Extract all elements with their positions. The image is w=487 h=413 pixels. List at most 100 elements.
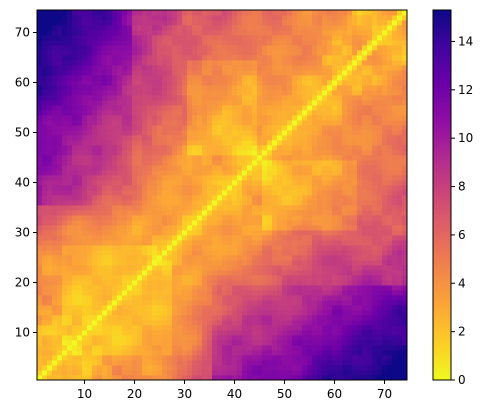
heatmap-cell <box>257 215 263 221</box>
heatmap-cell <box>82 155 88 161</box>
heatmap-cell <box>257 140 263 146</box>
heatmap-cell <box>202 55 208 61</box>
heatmap-cell <box>152 90 158 96</box>
heatmap-cell <box>232 95 238 101</box>
heatmap-cell <box>127 325 133 331</box>
heatmap-cell <box>37 10 43 16</box>
heatmap-cell <box>317 120 323 126</box>
heatmap-cell <box>127 135 133 141</box>
heatmap-cell <box>202 195 208 201</box>
heatmap-cell <box>82 15 88 21</box>
heatmap-cell <box>282 140 288 146</box>
heatmap-cell <box>332 50 338 56</box>
heatmap-cell <box>77 220 83 226</box>
heatmap-cell <box>77 170 83 176</box>
heatmap-cell <box>307 370 313 376</box>
heatmap-cell <box>82 205 88 211</box>
heatmap-cell <box>87 230 93 236</box>
heatmap-cell <box>127 160 133 166</box>
heatmap-cell <box>177 155 183 161</box>
heatmap-cell <box>312 190 318 196</box>
heatmap-cell <box>127 50 133 56</box>
heatmap-cell <box>147 355 153 361</box>
heatmap-cell <box>287 45 293 51</box>
heatmap-cell <box>312 125 318 131</box>
heatmap-cell <box>77 255 83 261</box>
heatmap-cell <box>177 160 183 166</box>
heatmap-cell <box>367 45 373 51</box>
heatmap-cell <box>297 350 303 356</box>
heatmap-cell <box>47 255 53 261</box>
heatmap-cell <box>87 270 93 276</box>
heatmap-cell <box>292 95 298 101</box>
heatmap-cell <box>112 15 118 21</box>
heatmap-cell <box>272 355 278 361</box>
heatmap-cell <box>107 90 113 96</box>
heatmap-cell <box>67 140 73 146</box>
heatmap-cell <box>197 65 203 71</box>
heatmap-cell <box>237 330 243 336</box>
heatmap-cell <box>167 135 173 141</box>
heatmap-cell <box>207 180 213 186</box>
heatmap-cell <box>117 205 123 211</box>
heatmap-cell <box>182 55 188 61</box>
heatmap-cell <box>332 150 338 156</box>
heatmap-cell <box>287 65 293 71</box>
heatmap-cell <box>37 280 43 286</box>
heatmap-cell <box>112 135 118 141</box>
heatmap-cell <box>147 65 153 71</box>
heatmap-cell <box>182 90 188 96</box>
heatmap-cell <box>347 360 353 366</box>
heatmap-cell <box>272 245 278 251</box>
heatmap-cell <box>137 225 143 231</box>
heatmap-cell <box>177 40 183 46</box>
heatmap-cell <box>332 185 338 191</box>
heatmap-cell <box>242 165 248 171</box>
heatmap-cell <box>147 280 153 286</box>
heatmap-cell <box>362 320 368 326</box>
heatmap-cell <box>67 180 73 186</box>
heatmap-cell <box>62 120 68 126</box>
heatmap-cell <box>277 310 283 316</box>
heatmap-cell <box>332 375 338 381</box>
heatmap-cell <box>192 75 198 81</box>
heatmap-cell <box>347 70 353 76</box>
heatmap-cell <box>57 135 63 141</box>
heatmap-cell <box>152 270 158 276</box>
heatmap-cell <box>337 120 343 126</box>
heatmap-cell <box>127 245 133 251</box>
heatmap-cell <box>192 345 198 351</box>
heatmap-cell <box>282 350 288 356</box>
heatmap-cell <box>227 155 233 161</box>
heatmap-cell <box>257 335 263 341</box>
heatmap-cell <box>272 35 278 41</box>
heatmap-cell <box>107 250 113 256</box>
heatmap-cell <box>357 235 363 241</box>
heatmap-cell <box>122 185 128 191</box>
heatmap-cell <box>152 370 158 376</box>
heatmap-cell <box>322 75 328 81</box>
heatmap-cell <box>317 100 323 106</box>
heatmap-cell <box>92 230 98 236</box>
heatmap-cell <box>187 320 193 326</box>
heatmap-cell <box>37 355 43 361</box>
heatmap-cell <box>357 345 363 351</box>
heatmap-cell <box>207 125 213 131</box>
heatmap-cell <box>162 165 168 171</box>
heatmap-cell <box>297 110 303 116</box>
heatmap-cell <box>292 190 298 196</box>
heatmap-cell <box>147 190 153 196</box>
heatmap-cell <box>317 245 323 251</box>
heatmap-cell <box>47 215 53 221</box>
heatmap-cell <box>167 75 173 81</box>
heatmap-cell <box>292 170 298 176</box>
heatmap-cell <box>152 65 158 71</box>
heatmap-cell <box>172 70 178 76</box>
heatmap-cell <box>292 240 298 246</box>
heatmap-cell <box>42 140 48 146</box>
heatmap-cell <box>247 100 253 106</box>
heatmap-cell <box>152 345 158 351</box>
heatmap-cell <box>92 80 98 86</box>
heatmap-cell <box>252 145 258 151</box>
heatmap-cell <box>92 155 98 161</box>
